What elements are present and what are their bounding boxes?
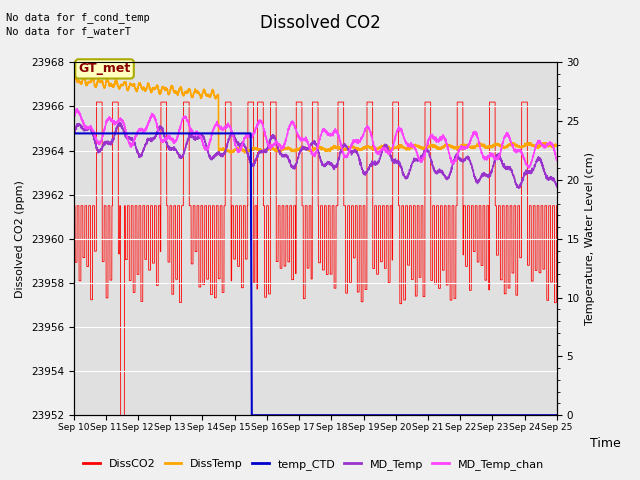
Text: No data for f_waterT: No data for f_waterT bbox=[6, 26, 131, 37]
Text: Time: Time bbox=[590, 437, 621, 450]
Legend: DissCO2, DissTemp, temp_CTD, MD_Temp, MD_Temp_chan: DissCO2, DissTemp, temp_CTD, MD_Temp, MD… bbox=[79, 455, 548, 474]
Y-axis label: Dissolved CO2 (ppm): Dissolved CO2 (ppm) bbox=[15, 180, 25, 298]
Text: GT_met: GT_met bbox=[79, 62, 131, 75]
Text: No data for f_cond_temp: No data for f_cond_temp bbox=[6, 12, 150, 23]
Text: Dissolved CO2: Dissolved CO2 bbox=[260, 14, 380, 33]
Y-axis label: Temperature, Water Level (cm): Temperature, Water Level (cm) bbox=[586, 152, 595, 325]
